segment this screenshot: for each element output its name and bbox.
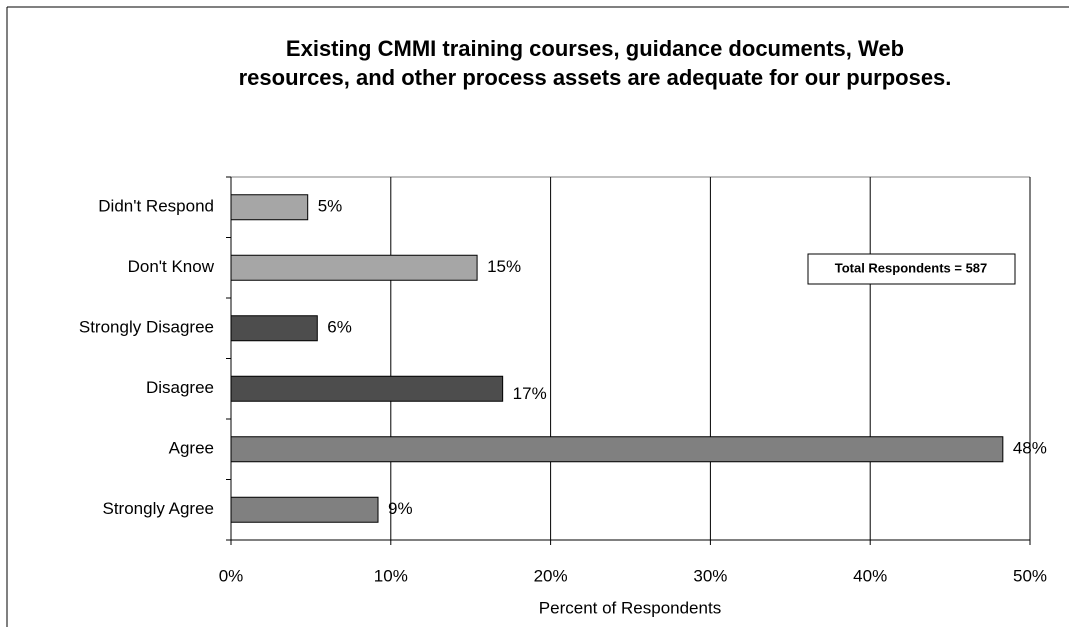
bar: [230, 375, 504, 402]
value-label: 48%: [1013, 439, 1047, 458]
x-axis-label: Percent of Respondents: [539, 598, 721, 617]
y-tick-label: Didn't Respond: [98, 197, 214, 216]
x-tick-label: 50%: [1013, 566, 1047, 585]
value-label: 9%: [388, 499, 413, 518]
annotation-box: [807, 253, 1016, 285]
annotation: Total Respondents = 587: [835, 260, 988, 275]
value-label: 5%: [318, 197, 343, 216]
bar: [230, 254, 478, 281]
x-tick-label: 40%: [853, 566, 887, 585]
y-tick-label: Strongly Disagree: [79, 318, 214, 337]
y-tick-label: Agree: [169, 439, 214, 458]
bar: [230, 194, 309, 221]
value-label: 15%: [487, 257, 521, 276]
x-tick-label: 0%: [219, 566, 244, 585]
x-tick-label: 20%: [534, 566, 568, 585]
bar: [230, 436, 1004, 463]
y-tick-label: Don't Know: [128, 257, 215, 276]
chart-title: Existing CMMI training courses, guidance…: [286, 36, 904, 61]
y-tick-label: Strongly Agree: [102, 499, 214, 518]
value-label: 6%: [327, 318, 352, 337]
value-label: 17%: [513, 384, 547, 403]
chart-subtitle: resources, and other process assets are …: [239, 65, 952, 90]
bar: [230, 315, 318, 342]
x-tick-label: 10%: [374, 566, 408, 585]
bar: [230, 496, 379, 523]
x-tick-label: 30%: [693, 566, 727, 585]
y-tick-label: Disagree: [146, 378, 214, 397]
